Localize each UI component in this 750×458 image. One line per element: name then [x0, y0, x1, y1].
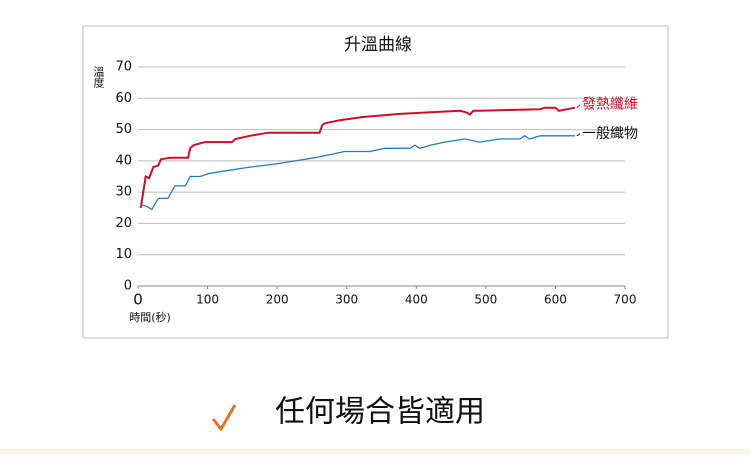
label-leader: [576, 133, 581, 137]
chart-frame: [82, 25, 669, 339]
y-tick-label: 30: [115, 185, 132, 200]
y-tick-label: 70: [115, 60, 132, 75]
footer-text: 任何場合皆適用: [275, 395, 485, 430]
y-tick-label: 40: [115, 153, 132, 168]
legend-label: 發熱纖維: [582, 97, 638, 113]
series-line: [140, 135, 575, 211]
x-tick-label: 600: [544, 293, 567, 307]
bottom-strip: [0, 449, 750, 454]
x-tick-label: 300: [335, 293, 358, 307]
x-tick-label: 700: [614, 293, 637, 307]
chart-title: 升溫曲線: [344, 35, 412, 55]
label-leader: [576, 104, 581, 109]
y-tick-label: 50: [115, 122, 132, 137]
y-tick-label: 20: [115, 216, 132, 231]
check-icon: [211, 404, 237, 432]
y-tick-label: 60: [115, 91, 132, 106]
x-tick-label: 500: [474, 293, 497, 307]
x-axis-label: 時間(秒): [129, 310, 171, 324]
y-tick-label: 0: [124, 279, 132, 294]
series-line: [139, 106, 576, 208]
x-tick-label: 200: [266, 293, 289, 307]
x-tick-label: 0: [133, 291, 143, 309]
legend-label: 一般織物: [582, 126, 638, 142]
x-tick-label: 400: [405, 293, 428, 307]
y-tick-label: 10: [115, 247, 132, 262]
x-tick-label: 100: [196, 293, 219, 307]
y-axis-label: 溫度: [92, 65, 105, 89]
